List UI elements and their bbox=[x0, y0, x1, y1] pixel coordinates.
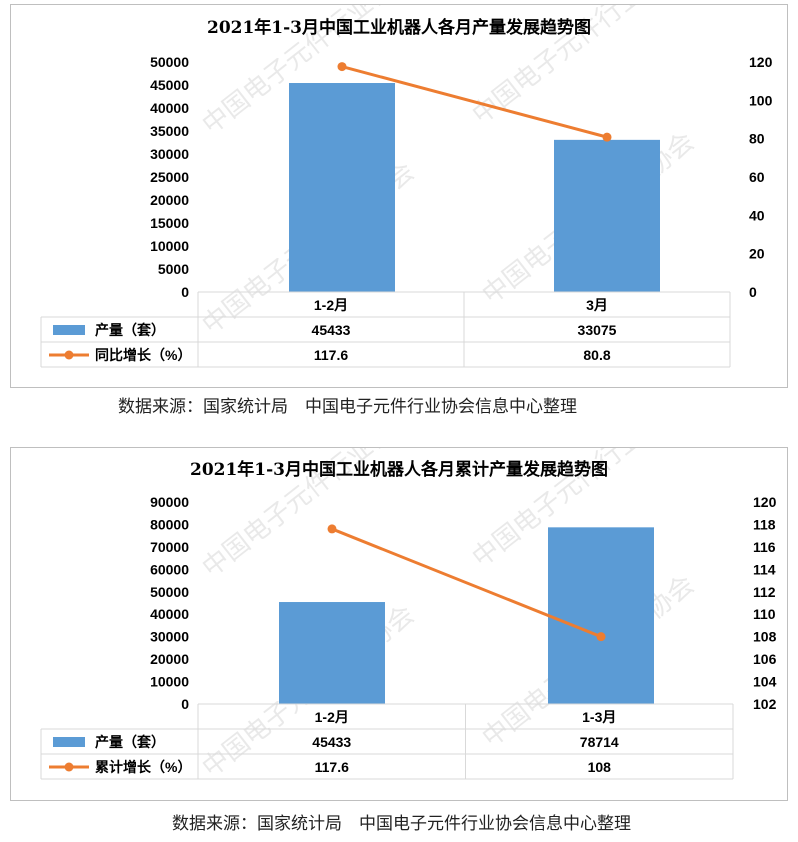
left-axis-tick-label: 0 bbox=[181, 696, 189, 712]
left-axis-tick-label: 60000 bbox=[150, 561, 189, 577]
right-axis-tick-label: 114 bbox=[753, 561, 776, 577]
data-label-line: 108 bbox=[588, 759, 612, 775]
right-axis-tick-label: 118 bbox=[753, 516, 776, 532]
right-axis-tick-label: 120 bbox=[749, 54, 773, 70]
bar bbox=[554, 139, 660, 292]
series-line bbox=[341, 65, 608, 139]
right-axis-tick-label: 100 bbox=[749, 92, 773, 108]
legend-label-bar: 产量（套） bbox=[95, 322, 165, 338]
chart-cumulative-svg: 中国电子元件行业协会中国电子元件行业协会中国电子元件行业协会中国电子元件行业协会… bbox=[40, 448, 777, 784]
left-axis-tick-label: 20000 bbox=[150, 192, 189, 208]
right-axis-tick-label: 40 bbox=[749, 207, 765, 223]
left-axis-tick-label: 5000 bbox=[158, 261, 189, 277]
data-label-line: 80.8 bbox=[583, 347, 610, 363]
chart-panel-cumulative: 中国电子元件行业协会中国电子元件行业协会中国电子元件行业协会中国电子元件行业协会… bbox=[10, 447, 788, 801]
line-point bbox=[602, 132, 612, 142]
left-axis-tick-label: 10000 bbox=[150, 238, 189, 254]
left-axis-tick-label: 15000 bbox=[150, 215, 189, 231]
right-axis-tick-label: 112 bbox=[753, 584, 776, 600]
bar bbox=[279, 602, 385, 704]
left-axis-tick-label: 20000 bbox=[150, 651, 189, 667]
left-axis-tick-label: 10000 bbox=[150, 674, 189, 690]
chart-title: 2021年1-3月中国工业机器人各月产量发展趋势图 bbox=[207, 17, 591, 38]
left-axis-tick-label: 50000 bbox=[150, 584, 189, 600]
line-point bbox=[337, 62, 347, 72]
legend-line-marker bbox=[64, 350, 74, 360]
left-axis-tick-label: 35000 bbox=[150, 123, 189, 139]
right-axis-tick-label: 106 bbox=[753, 651, 777, 667]
data-label-bar: 78714 bbox=[580, 734, 619, 750]
legend-label-bar: 产量（套） bbox=[95, 734, 165, 750]
right-axis-tick-label: 108 bbox=[753, 629, 777, 645]
left-axis-tick-label: 90000 bbox=[150, 494, 189, 510]
right-axis-tick-label: 20 bbox=[749, 246, 765, 262]
chart-panel-monthly: 中国电子元件行业协会中国电子元件行业协会中国电子元件行业协会中国电子元件行业协会… bbox=[10, 4, 788, 388]
left-axis-tick-label: 45000 bbox=[150, 77, 189, 93]
category-label: 1-3月 bbox=[582, 709, 616, 725]
data-label-line: 117.6 bbox=[315, 759, 349, 775]
chart-title: 2021年1-3月中国工业机器人各月累计产量发展趋势图 bbox=[190, 459, 608, 480]
left-axis-tick-label: 70000 bbox=[150, 539, 189, 555]
left-axis-tick-label: 80000 bbox=[150, 516, 189, 532]
right-axis-tick-label: 104 bbox=[753, 674, 777, 690]
left-axis-tick-label: 25000 bbox=[150, 169, 189, 185]
right-axis-tick-label: 80 bbox=[749, 131, 765, 147]
left-axis-tick-label: 30000 bbox=[150, 629, 189, 645]
chart-monthly-svg: 中国电子元件行业协会中国电子元件行业协会中国电子元件行业协会中国电子元件行业协会… bbox=[40, 5, 773, 368]
data-source-note: 数据来源：国家统计局 中国电子元件行业协会信息中心整理 bbox=[172, 814, 631, 834]
right-axis-tick-label: 116 bbox=[753, 539, 776, 555]
left-axis-tick-label: 0 bbox=[181, 284, 189, 300]
right-axis-tick-label: 110 bbox=[753, 606, 776, 622]
left-axis-tick-label: 40000 bbox=[150, 606, 189, 622]
right-axis-tick-label: 0 bbox=[749, 284, 757, 300]
legend-label-line: 同比增长（%） bbox=[95, 347, 191, 363]
right-axis-tick-label: 120 bbox=[753, 494, 777, 510]
left-axis-tick-label: 30000 bbox=[150, 146, 189, 162]
legend-line-marker bbox=[64, 762, 74, 772]
left-axis-tick-label: 40000 bbox=[150, 100, 189, 116]
legend-bar-swatch bbox=[53, 325, 85, 335]
line-point bbox=[327, 524, 337, 534]
bar bbox=[289, 83, 395, 292]
data-label-bar: 45433 bbox=[312, 322, 351, 338]
bar bbox=[548, 527, 654, 704]
legend-label-line: 累计增长（%） bbox=[95, 759, 191, 775]
category-label: 1-2月 bbox=[315, 709, 349, 725]
data-label-line: 117.6 bbox=[314, 347, 348, 363]
category-label: 3月 bbox=[586, 297, 608, 313]
category-label: 1-2月 bbox=[314, 297, 348, 313]
data-label-bar: 33075 bbox=[578, 322, 617, 338]
right-axis-tick-label: 102 bbox=[753, 696, 777, 712]
right-axis-tick-label: 60 bbox=[749, 169, 765, 185]
data-source-note: 数据来源：国家统计局 中国电子元件行业协会信息中心整理 bbox=[118, 397, 577, 417]
line-point bbox=[596, 632, 606, 642]
series-line bbox=[331, 527, 602, 639]
legend-bar-swatch bbox=[53, 737, 85, 747]
left-axis-tick-label: 50000 bbox=[150, 54, 189, 70]
data-label-bar: 45433 bbox=[312, 734, 351, 750]
